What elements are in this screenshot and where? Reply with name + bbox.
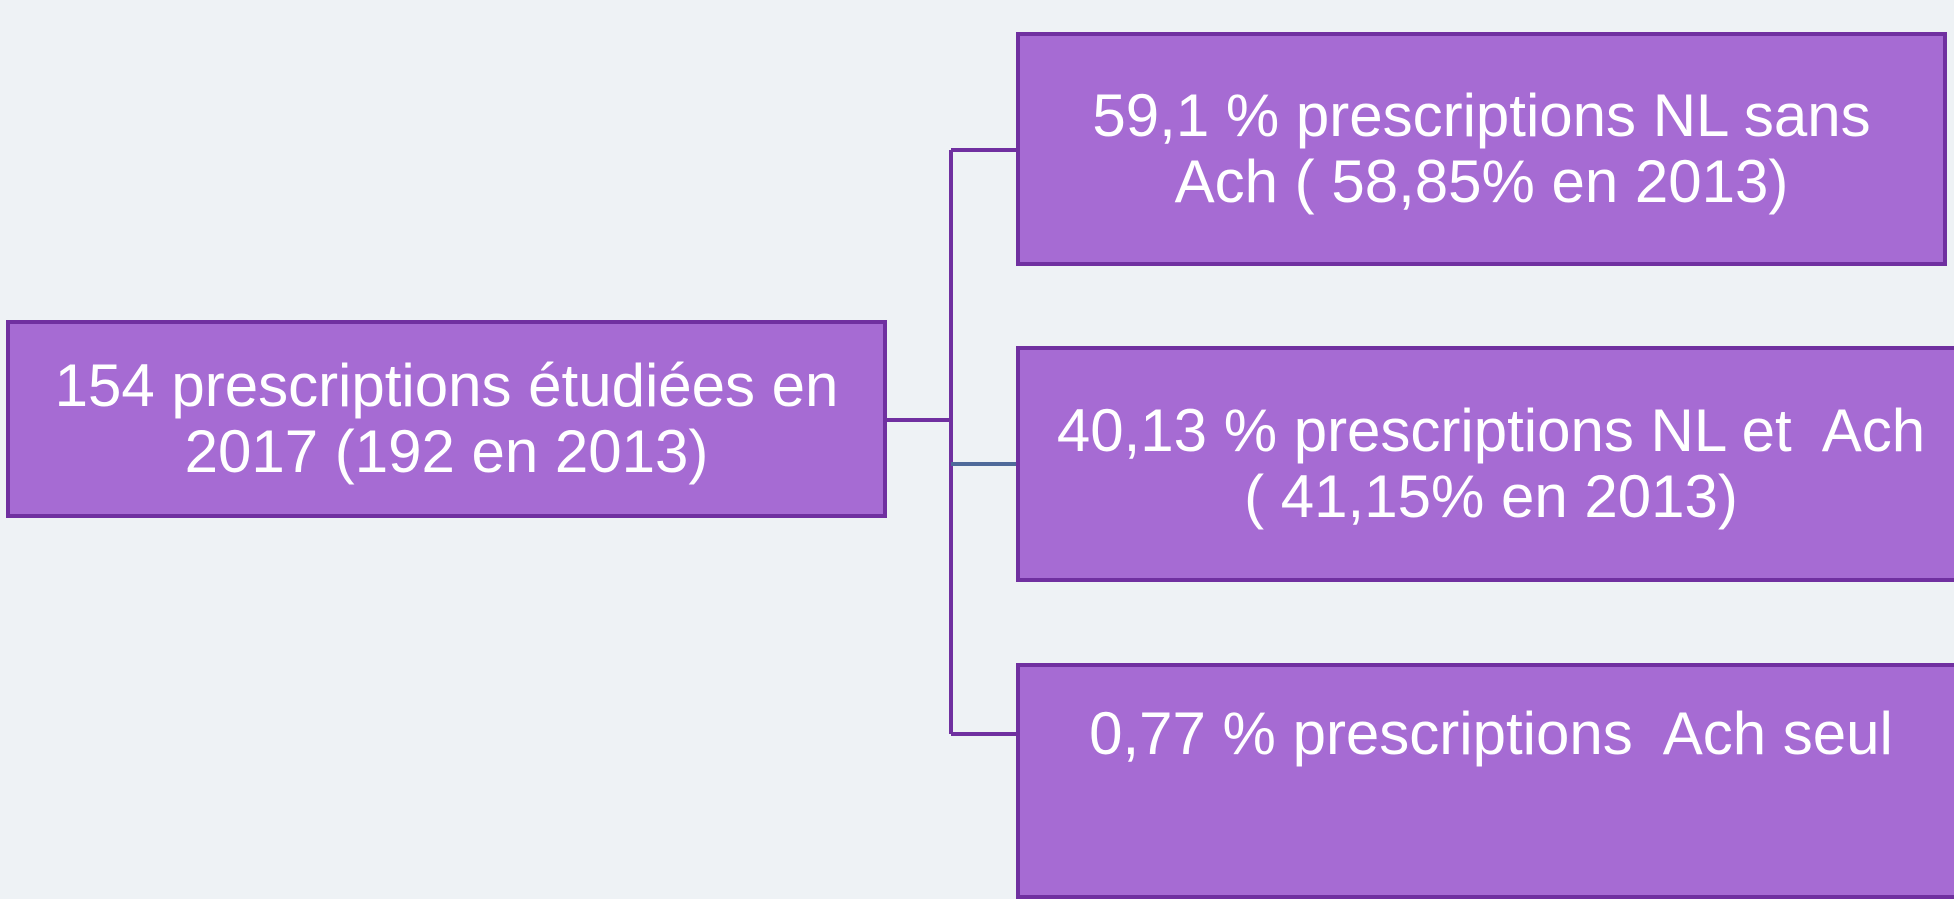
node-box: 59,1 % prescriptions NL sans Ach ( 58,85%… bbox=[1016, 32, 1947, 266]
box-text: 2017 (192 en 2013) bbox=[184, 418, 709, 485]
node-box: 40,13 % prescriptions NL et Ach( 41,15% … bbox=[1016, 346, 1954, 582]
node-box: 0,77 % prescriptions Ach seul bbox=[1016, 663, 1954, 899]
box-text: 59,1 % prescriptions NL sans bbox=[1092, 82, 1871, 149]
box-text: 0,77 % prescriptions Ach seul bbox=[1089, 700, 1893, 767]
root-box: 154 prescriptions étudiées en 2017 (192 e… bbox=[6, 320, 887, 518]
box-text: ( 41,15% en 2013) bbox=[1244, 463, 1738, 530]
page: 154 prescriptions étudiées en 2017 (192 e… bbox=[6, 32, 1954, 899]
box-text: 154 prescriptions étudiées en bbox=[54, 352, 839, 419]
connectors bbox=[886, 148, 1016, 736]
box-text: Ach ( 58,85% en 2013) bbox=[1174, 148, 1789, 215]
box-text: 40,13 % prescriptions NL et Ach bbox=[1056, 397, 1926, 464]
